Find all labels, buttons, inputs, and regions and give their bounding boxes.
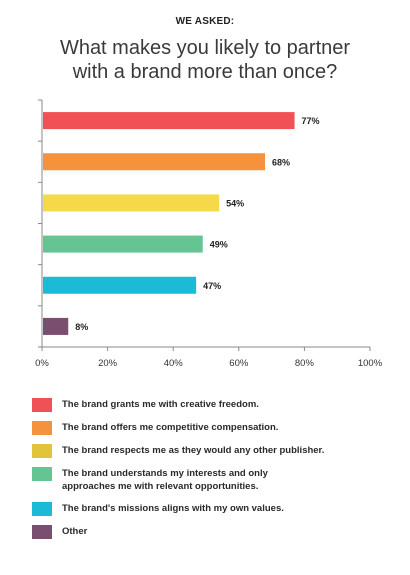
x-tick-label: 100%: [358, 358, 383, 369]
legend-item: The brand grants me with creative freedo…: [32, 398, 392, 412]
bar-value-label: 47%: [203, 281, 221, 291]
bar-value-label: 77%: [302, 116, 320, 126]
legend-item: The brand's missions aligns with my own …: [32, 502, 392, 516]
legend-swatch: [32, 421, 52, 435]
legend-label: The brand grants me with creative freedo…: [62, 399, 259, 410]
legend-swatch: [32, 398, 52, 412]
legend-swatch: [32, 502, 52, 516]
bar-value-label: 8%: [75, 322, 88, 332]
bar-value-label: 49%: [210, 240, 228, 250]
bar: [43, 194, 220, 212]
legend-item: The brand respects me as they would any …: [32, 444, 392, 458]
bar: [43, 317, 69, 335]
chart-title: What makes you likely to partner with a …: [59, 37, 351, 83]
bar-chart: 0% 20% 40% 60% 80% 100% 77% 68% 54% 49% 47% 8%: [35, 99, 383, 369]
x-tick-label: 60%: [229, 358, 249, 369]
bar: [43, 153, 266, 171]
kicker-label: WE ASKED:: [175, 16, 235, 27]
bar-value-label: 68%: [272, 157, 290, 167]
legend-swatch: [32, 444, 52, 458]
legend-label: The brand offers me competitive compensa…: [62, 422, 279, 433]
x-tick-label: 40%: [164, 358, 184, 369]
x-tick-label: 0%: [35, 358, 49, 369]
bar-value-label: 54%: [226, 198, 244, 208]
legend-item: The brand understands my interests and o…: [32, 467, 392, 493]
legend-swatch: [32, 467, 52, 481]
bar: [43, 235, 203, 253]
legend-label: The brand understands my interests and o…: [62, 468, 268, 492]
legend-label: The brand respects me as they would any …: [62, 445, 325, 456]
x-tick-label: 20%: [98, 358, 118, 369]
legend-label: The brand's missions aligns with my own …: [62, 503, 284, 514]
bar: [43, 112, 295, 130]
legend-item: The brand offers me competitive compensa…: [32, 421, 392, 435]
chart-legend: The brand grants me with creative freedo…: [32, 398, 392, 548]
legend-swatch: [32, 525, 52, 539]
legend-item: Other: [32, 525, 392, 539]
legend-label: Other: [62, 526, 88, 537]
bar: [43, 276, 197, 294]
x-tick-label: 80%: [295, 358, 315, 369]
